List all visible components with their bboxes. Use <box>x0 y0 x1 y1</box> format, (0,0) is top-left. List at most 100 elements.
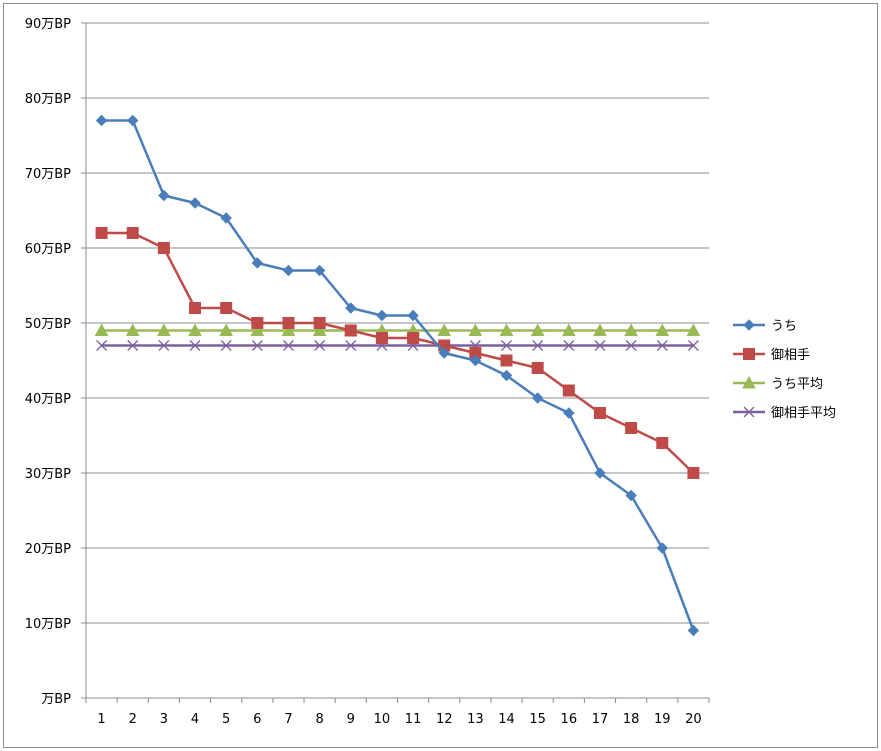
data-point <box>563 407 575 419</box>
x-tick-label: 9 <box>347 712 355 727</box>
y-tick-label: 万BP <box>41 692 71 707</box>
data-point <box>625 489 637 502</box>
data-point <box>189 302 202 314</box>
series-layer <box>94 114 701 637</box>
legend-item-3: うち平均 <box>733 375 823 392</box>
data-point <box>219 323 234 336</box>
x-tick-label: 20 <box>685 712 702 727</box>
data-point <box>126 227 139 239</box>
data-point <box>189 340 201 351</box>
x-tick-label: 15 <box>529 712 546 727</box>
data-point <box>656 340 668 351</box>
legend-label: 御相手 <box>771 348 810 363</box>
data-point <box>656 542 668 554</box>
data-point <box>251 317 264 329</box>
data-point <box>158 340 170 351</box>
data-point <box>283 340 294 351</box>
data-point <box>500 354 513 367</box>
data-point <box>407 309 419 322</box>
data-point <box>563 340 575 351</box>
data-point <box>345 340 357 351</box>
data-point <box>312 323 327 336</box>
y-tick-label: 60万BP <box>25 242 71 257</box>
data-point <box>655 323 670 336</box>
data-point <box>188 323 202 336</box>
data-point <box>532 340 544 351</box>
data-point <box>438 347 450 359</box>
x-tick-label: 6 <box>253 712 261 727</box>
data-point <box>625 340 637 351</box>
series-4 <box>96 340 699 351</box>
x-tick-label: 10 <box>374 712 391 727</box>
series-1 <box>95 114 700 637</box>
data-point <box>220 340 232 351</box>
data-point <box>157 323 171 336</box>
x-tick-labels: 1 2 3 4 5 6 7 8 9 10 11 12 13 14 15 16 17 18 19 20 <box>97 712 701 727</box>
y-tick-label: 80万BP <box>25 92 71 107</box>
data-point <box>437 323 452 336</box>
legend-item-1: うち <box>733 319 797 334</box>
data-point <box>561 323 576 336</box>
data-point <box>376 309 388 322</box>
data-point <box>593 323 607 336</box>
data-point <box>625 422 638 434</box>
data-point <box>687 624 700 637</box>
x-tick-label: 12 <box>436 712 453 727</box>
data-point <box>96 340 108 351</box>
data-point <box>314 340 326 351</box>
grid-lines <box>86 22 709 624</box>
x-tick-label: 17 <box>592 712 609 727</box>
x-tick-label: 16 <box>561 712 578 727</box>
y-tick-labels: 万BP 10万BP 20万BP 30万BP 40万BP 50万BP 60万BP 70万BP 80… <box>25 17 71 707</box>
series-2 <box>95 227 700 479</box>
data-point <box>686 323 701 336</box>
data-point <box>157 242 170 254</box>
data-point <box>251 340 263 351</box>
data-point <box>127 114 139 127</box>
legend-label: 御相手平均 <box>771 406 836 421</box>
axes <box>81 22 710 703</box>
data-point <box>531 362 544 374</box>
x-tick-label: 19 <box>654 712 671 727</box>
data-point <box>345 302 357 314</box>
chart-area <box>3 3 878 748</box>
legend-item-4: 御相手平均 <box>733 406 836 421</box>
data-point <box>530 323 545 336</box>
data-point <box>282 264 295 277</box>
legend-label: うち <box>771 319 797 334</box>
data-point <box>127 340 139 351</box>
x-tick-label: 7 <box>284 712 292 727</box>
y-tick-label: 90万BP <box>25 17 71 32</box>
data-point <box>624 323 638 336</box>
data-point <box>468 323 483 336</box>
data-point <box>220 302 233 314</box>
x-tick-label: 13 <box>467 712 484 727</box>
y-tick-label: 10万BP <box>25 617 71 632</box>
series-3 <box>94 323 701 336</box>
data-point <box>501 340 512 351</box>
data-point <box>375 332 388 344</box>
y-tick-label: 20万BP <box>25 542 71 557</box>
data-point <box>281 323 296 336</box>
data-point <box>743 406 755 418</box>
data-point <box>594 340 606 351</box>
legend-item-2: 御相手 <box>733 348 810 363</box>
data-point <box>158 189 170 202</box>
data-point <box>687 340 699 351</box>
data-point <box>189 197 201 209</box>
data-point <box>687 467 700 479</box>
x-tick-label: 3 <box>160 712 168 727</box>
x-tick-label: 8 <box>315 712 323 727</box>
data-point <box>499 323 514 336</box>
x-tick-label: 14 <box>498 712 515 727</box>
data-point <box>593 407 606 419</box>
data-point <box>344 324 357 337</box>
x-tick-label: 18 <box>623 712 640 727</box>
y-tick-label: 30万BP <box>25 467 71 482</box>
series-line <box>101 231 695 474</box>
data-point <box>95 114 108 127</box>
data-point <box>531 392 544 404</box>
x-tick-label: 2 <box>129 712 137 727</box>
data-point <box>742 375 756 389</box>
